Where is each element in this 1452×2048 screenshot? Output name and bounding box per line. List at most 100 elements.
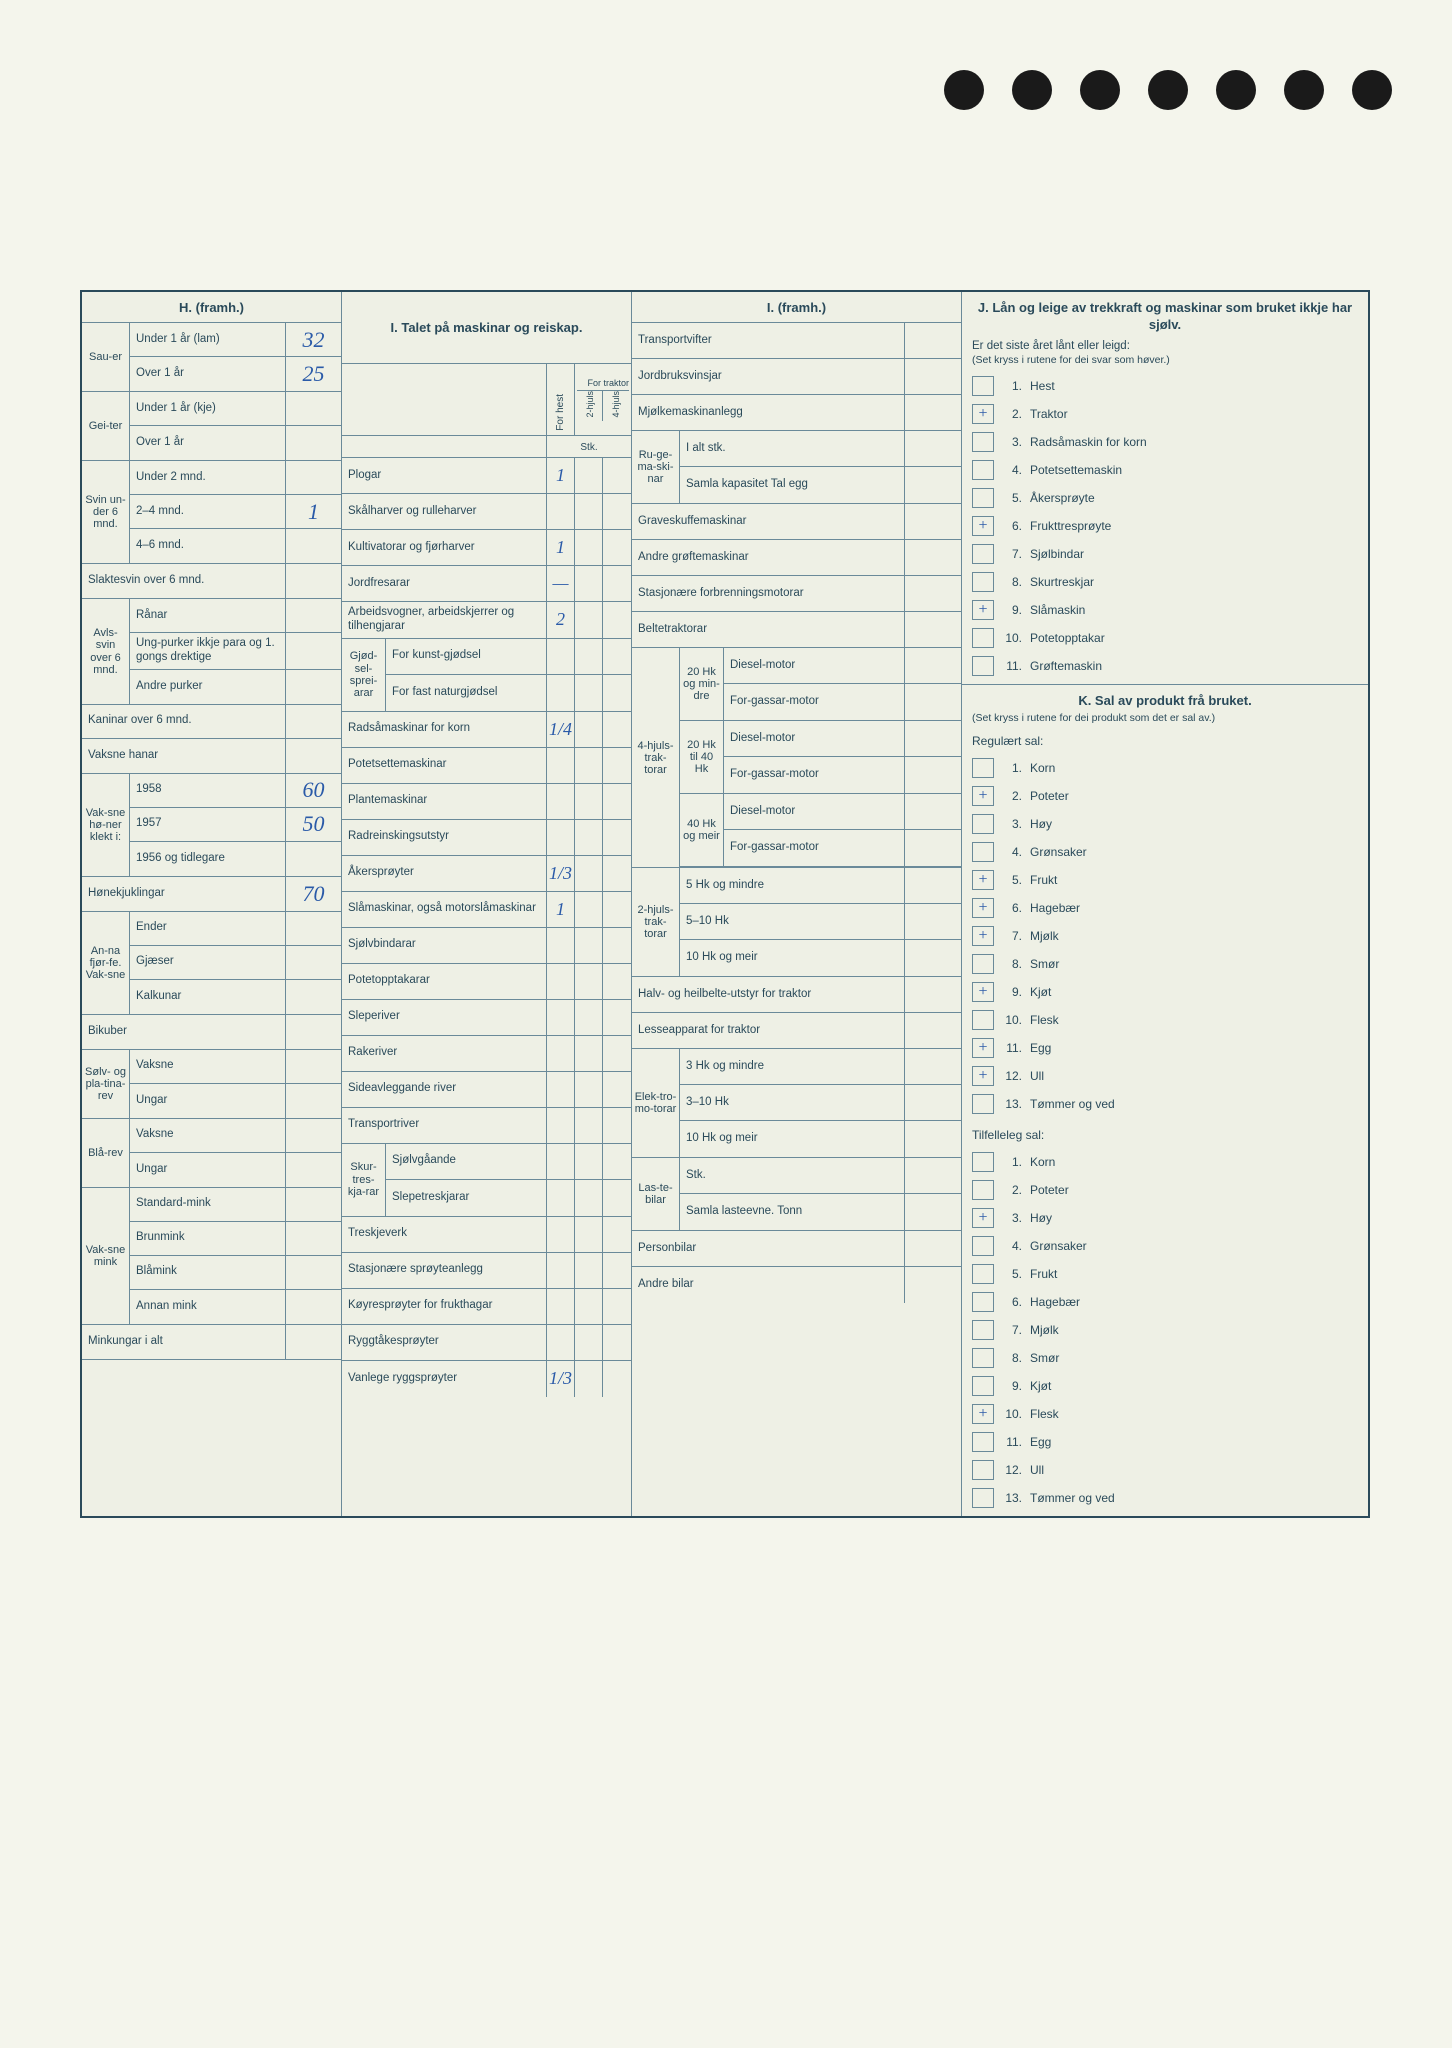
jk-checkbox[interactable] [972, 954, 994, 974]
jk-checkbox[interactable]: + [972, 1208, 994, 1228]
jk-label: Korn [1030, 1155, 1055, 1169]
h-row-label: Ender [130, 912, 285, 945]
h-row-label: Hønekjuklingar [82, 877, 285, 911]
i2-row-label: Graveskuffemaskinar [632, 504, 905, 539]
jk-checkbox[interactable]: + [972, 1038, 994, 1058]
i1-row-label: Køyresprøyter for frukthagar [342, 1289, 547, 1324]
jk-checkbox[interactable] [972, 1432, 994, 1452]
jk-num: 2. [1002, 1183, 1022, 1197]
jk-checkbox[interactable]: + [972, 1066, 994, 1086]
jk-checkbox[interactable] [972, 842, 994, 862]
jk-checkbox[interactable]: + [972, 870, 994, 890]
jk-checkbox[interactable] [972, 1348, 994, 1368]
i1-row-value: 1 [547, 892, 575, 927]
i2-row-label: Mjølkemaskinanlegg [632, 395, 905, 430]
jk-checkbox[interactable] [972, 628, 994, 648]
jk-checkbox[interactable]: + [972, 898, 994, 918]
i2-row-label: Samla kapasitet Tal egg [680, 467, 905, 503]
jk-label: Åkersprøyte [1030, 491, 1095, 505]
h-row-value: 50 [285, 808, 341, 841]
h-row-label: Rånar [130, 599, 285, 632]
jk-checkbox[interactable] [972, 814, 994, 834]
jk-checkbox[interactable]: + [972, 926, 994, 946]
jk-item: 4.Potetsettemaskin [972, 456, 1358, 484]
i1-row-value [547, 1289, 575, 1324]
jk-checkbox[interactable] [972, 572, 994, 592]
jk-checkbox[interactable] [972, 1236, 994, 1256]
jk-num: 1. [1002, 379, 1022, 393]
i1-row-value [547, 1144, 575, 1179]
h-row-label: Ung-purker ikkje para og 1. gongs drekti… [130, 633, 285, 669]
i2-group-side: Elek-tro-mo-torar [632, 1049, 680, 1157]
i1-row-value [575, 964, 603, 999]
jk-item: +9.Slåmaskin [972, 596, 1358, 624]
jk-checkbox[interactable]: + [972, 982, 994, 1002]
jk-checkbox[interactable] [972, 376, 994, 396]
i1-row-value [575, 1108, 603, 1143]
jk-checkbox[interactable] [972, 432, 994, 452]
jk-checkbox[interactable]: + [972, 1404, 994, 1424]
i2-row-value [905, 612, 961, 647]
jk-checkbox[interactable] [972, 1292, 994, 1312]
jk-label: Frukttresprøyte [1030, 519, 1111, 533]
i1-row-label: Plogar [342, 458, 547, 493]
jk-label: Potetopptakar [1030, 631, 1105, 645]
jk-checkbox[interactable] [972, 1264, 994, 1284]
jk-checkbox[interactable] [972, 758, 994, 778]
h-row-label: Under 1 år (kje) [130, 392, 285, 425]
i1-row-value: — [547, 566, 575, 601]
section-h: H. (framh.) Sau-erUnder 1 år (lam)32Over… [82, 292, 342, 1516]
jk-checkbox[interactable] [972, 488, 994, 508]
jk-checkbox[interactable] [972, 460, 994, 480]
jk-checkbox[interactable] [972, 1180, 994, 1200]
jk-checkbox[interactable]: + [972, 516, 994, 536]
i1-row-value [575, 494, 603, 529]
i1-stk-row: Stk. [342, 436, 631, 458]
jk-item: 3.Radsåmaskin for korn [972, 428, 1358, 456]
h-row-value [285, 946, 341, 979]
jk-checkbox[interactable] [972, 544, 994, 564]
i2-row-label: Diesel-motor [724, 794, 905, 829]
jk-checkbox[interactable] [972, 1460, 994, 1480]
i1-row-value [603, 748, 631, 783]
i1-row-label: Slåmaskinar, også motorslåmaskinar [342, 892, 547, 927]
jk-num: 3. [1002, 1211, 1022, 1225]
i1-row-value [603, 458, 631, 493]
i1-2hjuls: 2-hjuls [585, 391, 595, 418]
jk-checkbox[interactable] [972, 1488, 994, 1508]
i1-row-value [603, 928, 631, 963]
i1-row-value [575, 1144, 603, 1179]
jk-item: 10.Potetopptakar [972, 624, 1358, 652]
jk-item: 7.Mjølk [972, 1316, 1358, 1344]
jk-checkbox[interactable] [972, 1010, 994, 1030]
h-row-value [285, 1188, 341, 1221]
jk-checkbox[interactable]: + [972, 600, 994, 620]
punch-hole [1148, 70, 1188, 110]
jk-checkbox[interactable]: + [972, 404, 994, 424]
i1-row-value [603, 494, 631, 529]
i1-row-label: Treskjeverk [342, 1217, 547, 1252]
i2-row-label: Personbilar [632, 1231, 905, 1266]
i2-row-label: 3 Hk og mindre [680, 1049, 905, 1084]
i2-row-value [905, 1267, 961, 1303]
jk-checkbox[interactable] [972, 1320, 994, 1340]
i1-row-label: Kultivatorar og fjørharver [342, 530, 547, 565]
jk-item: 2.Poteter [972, 1176, 1358, 1204]
i2-row-value [905, 794, 961, 829]
h-row-value [285, 1119, 341, 1152]
i1-skurt-side: Skur-tres-kja-rar [342, 1144, 386, 1216]
jk-item: 13.Tømmer og ved [972, 1090, 1358, 1118]
jk-checkbox[interactable] [972, 656, 994, 676]
jk-item: 6.Hagebær [972, 1288, 1358, 1316]
jk-label: Potetsettemaskin [1030, 463, 1122, 477]
i1-row-label: Åkersprøyter [342, 856, 547, 891]
jk-checkbox[interactable] [972, 1376, 994, 1396]
h-row-value [285, 980, 341, 1014]
i2-row-label: 5–10 Hk [680, 904, 905, 939]
jk-label: Tømmer og ved [1030, 1491, 1115, 1505]
i1-row-label: Slepetreskjarar [386, 1180, 547, 1216]
jk-checkbox[interactable] [972, 1094, 994, 1114]
i2-row-label: Stk. [680, 1158, 905, 1193]
jk-checkbox[interactable]: + [972, 786, 994, 806]
jk-checkbox[interactable] [972, 1152, 994, 1172]
